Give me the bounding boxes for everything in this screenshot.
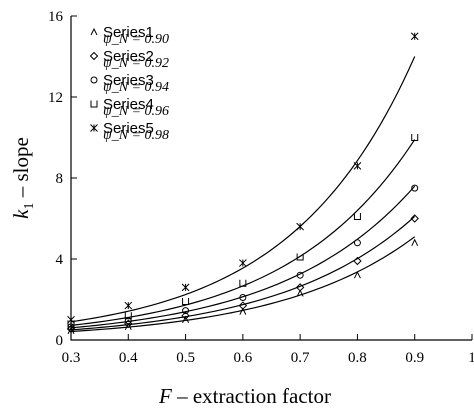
y-axis-title-text: – slope [9,137,33,202]
legend-series-name: Series2 [103,48,154,65]
legend-param-label: ψ_N = 0.96 [103,104,169,119]
data-point [67,315,75,324]
x-tick-label: 0.7 [291,350,310,366]
x-tick-label: 0.5 [176,350,195,366]
data-point [295,283,305,292]
legend-series-name: Series5 [103,120,154,137]
legend-param-label: ψ_N = 0.94 [103,80,169,95]
data-point [66,324,76,334]
y-tick-label: 12 [48,90,63,106]
data-point [411,134,419,141]
legend-series-name: Series3 [103,72,154,89]
legend-param-label: ψ_N = 0.92 [103,56,169,71]
data-points [66,32,419,335]
y-axis-title-subscript: 1 [22,203,37,210]
fit-curve-5 [70,56,416,323]
y-axis-title-symbol: k [9,209,33,219]
legend-marker [90,76,98,84]
x-tick-label: 0.6 [233,350,252,366]
data-point [182,315,190,323]
y-tick-label: 0 [56,333,64,349]
series-1-points [67,238,419,335]
data-point [124,301,133,310]
x-axis-title-symbol: F [158,384,172,408]
data-point [296,222,304,231]
series-4-points [67,134,419,328]
x-tick-label: 0.3 [62,350,81,366]
legend-param-label: ψ_N = 0.98 [103,128,169,143]
legend-marker [90,27,98,36]
y-tick-label: 4 [56,252,64,268]
legend-param-label: ψ_N = 0.90 [103,32,169,47]
x-axis-title: F – extraction factor [158,384,331,408]
data-point [239,293,247,301]
x-tick-label: 1 [468,350,474,366]
legend-series-name: Series1 [103,24,154,41]
data-point [182,298,190,306]
legend-marker [90,100,98,108]
fit-curve-3 [70,185,416,329]
data-point [353,256,362,266]
series-5-points [67,32,419,324]
data-point [296,253,304,261]
y-tick-label: 16 [48,9,64,25]
x-tick-label: 0.9 [405,350,424,366]
data-point [410,214,419,223]
data-point [182,307,190,315]
data-point [238,301,248,310]
data-point [181,283,190,292]
y-tick-label: 8 [56,171,64,187]
data-point [353,239,361,247]
data-point [353,271,361,279]
x-tick-label: 0.4 [119,350,138,366]
data-point [239,259,247,267]
y-axis-ticks: 0 4 8 12 16 [48,9,77,349]
data-point [353,161,362,170]
fit-curve-1 [70,236,416,333]
data-point [353,212,361,220]
x-axis-ticks: 0.3 0.4 0.5 0.6 0.7 0.8 0.9 1 [62,334,474,366]
series-2-points [66,214,419,334]
data-point [411,184,419,192]
legend-series-name: Series4 [103,96,154,113]
x-tick-label: 0.8 [348,350,367,366]
fit-curve-4 [70,139,416,327]
x-axis-title-text: – extraction factor [172,384,331,408]
legend-marker [90,124,98,132]
data-point [67,320,75,328]
data-point [411,238,419,247]
legend-marker [89,51,99,61]
data-point [410,32,419,41]
data-point [67,326,75,335]
data-point [239,279,247,287]
y-axis-title: k1 – slope [9,137,37,219]
data-point [296,271,304,279]
data-point [181,311,190,320]
data-point [124,312,132,320]
data-point [124,317,132,325]
